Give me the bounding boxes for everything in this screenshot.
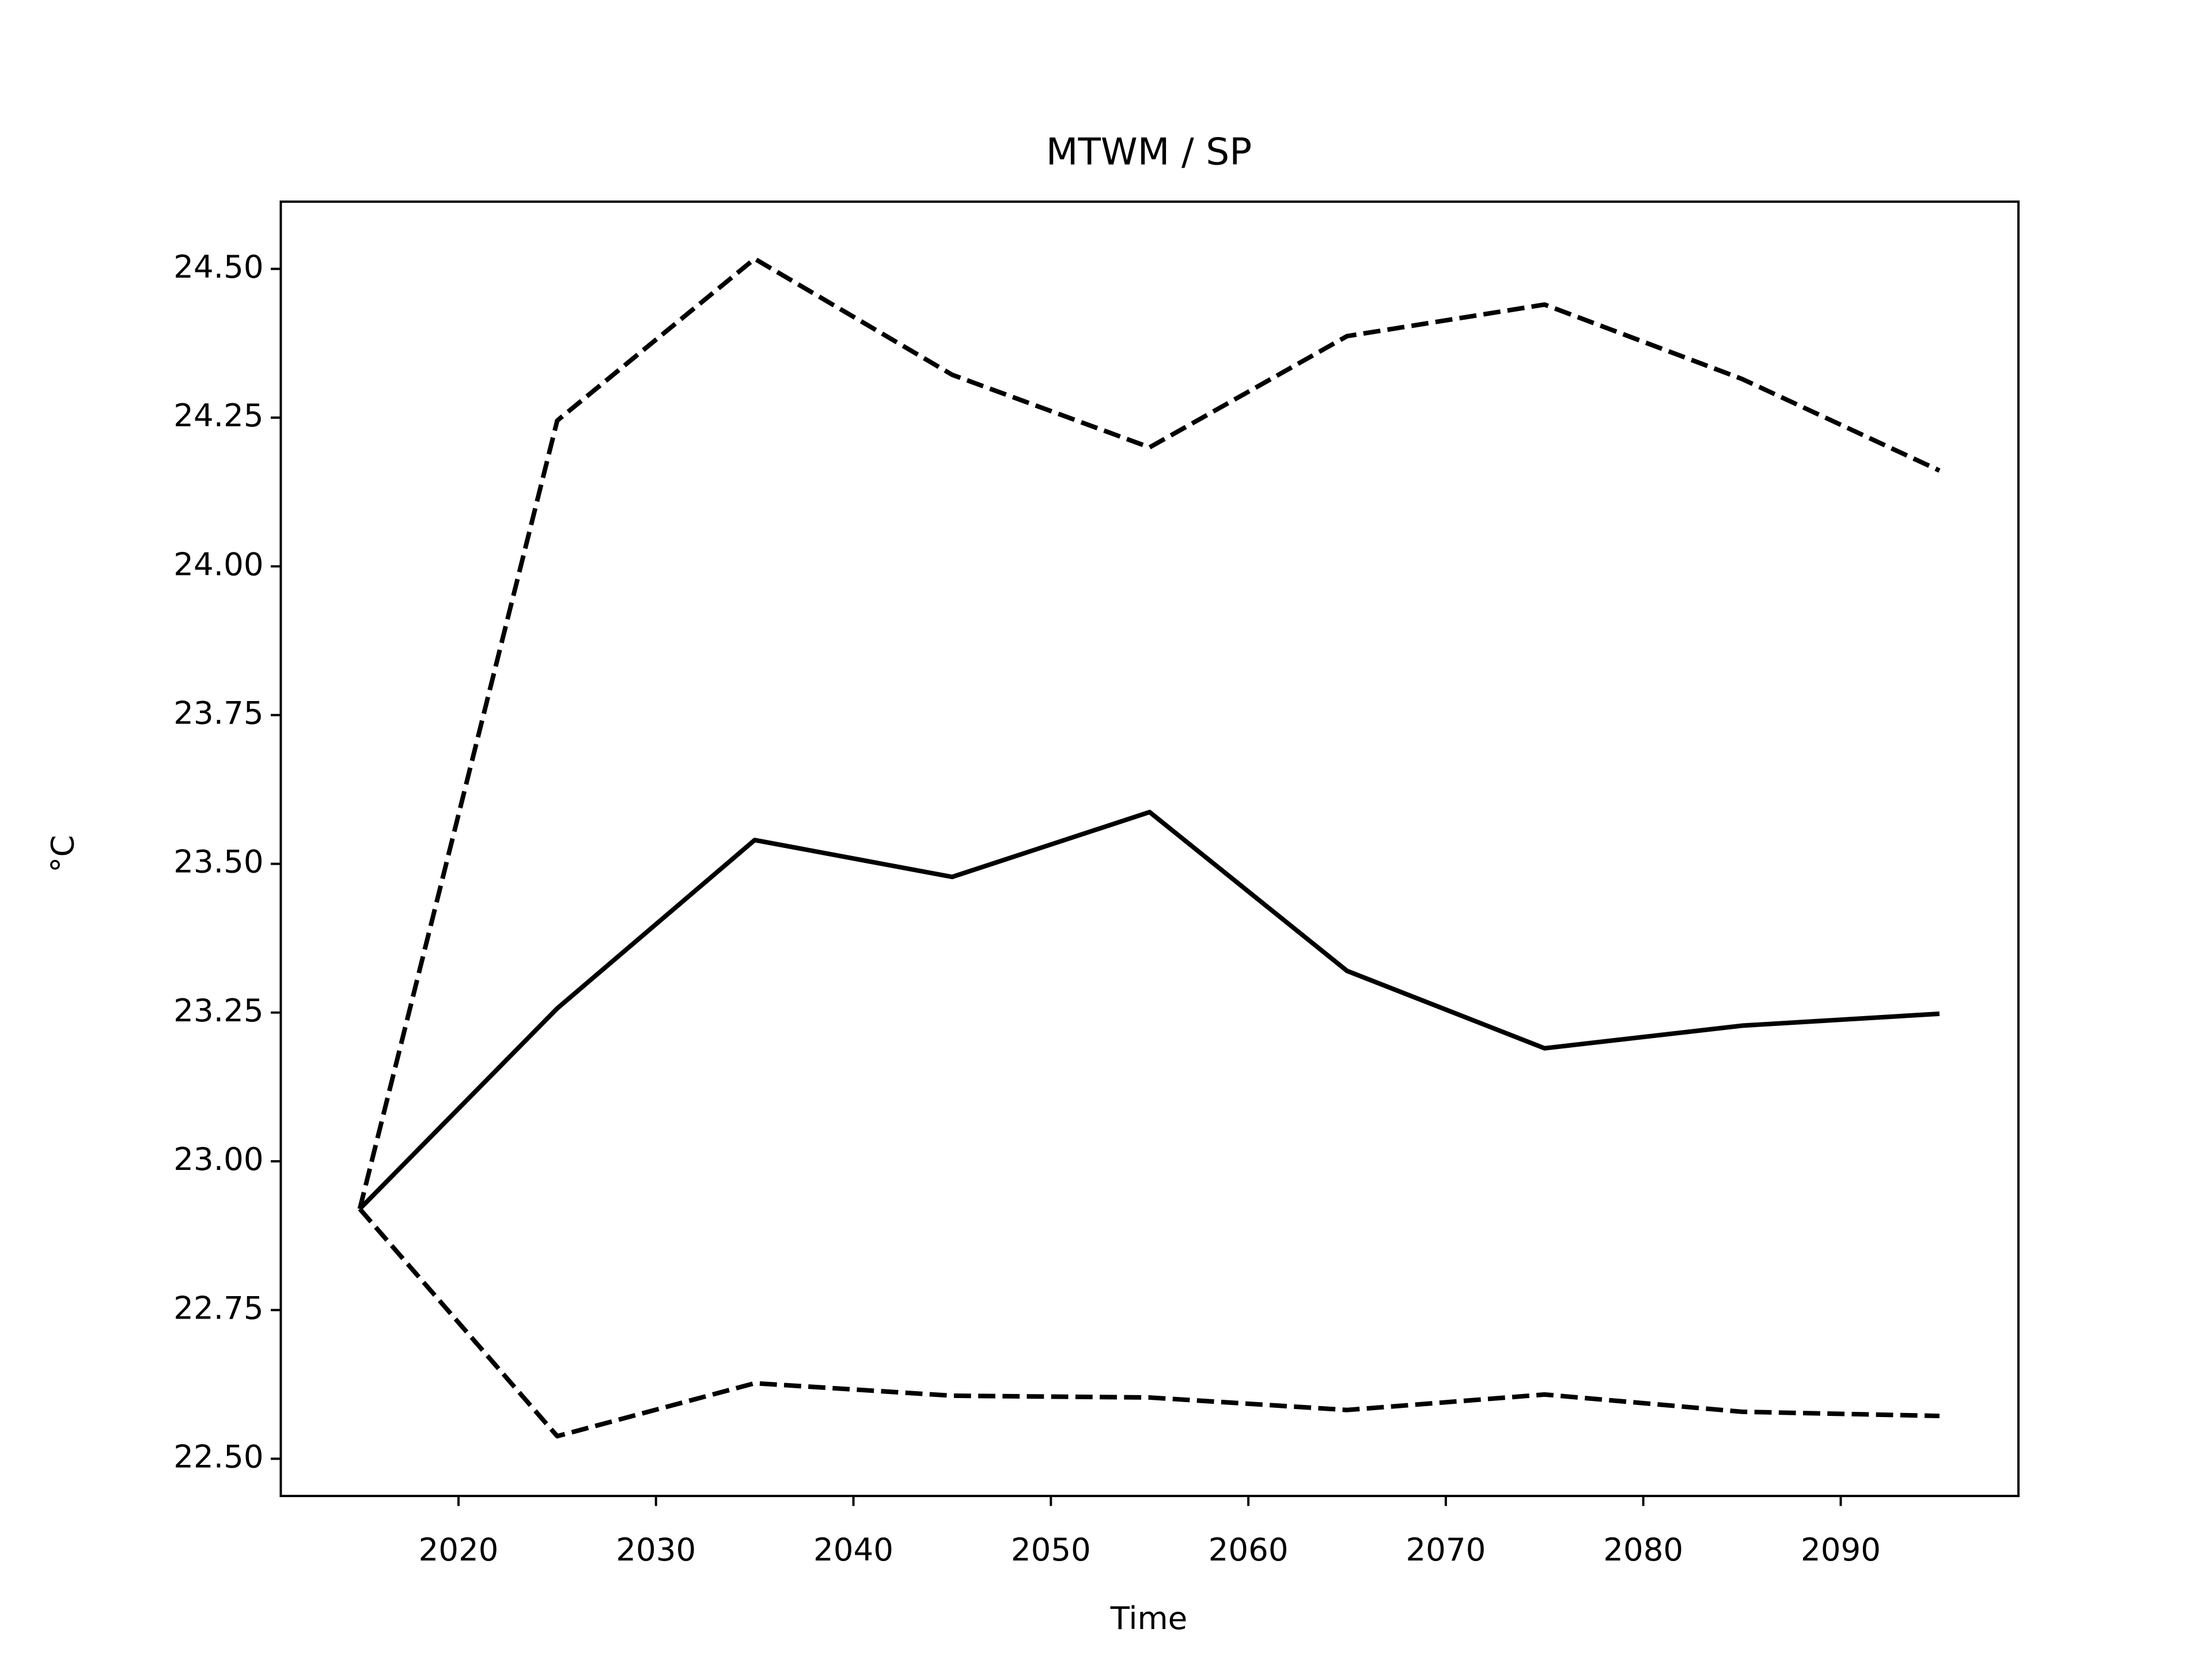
x-tick-label: 2040: [813, 1531, 893, 1568]
x-tick-label: 2030: [616, 1531, 696, 1568]
y-tick-label: 24.25: [173, 397, 263, 434]
y-tick-label: 23.50: [173, 843, 263, 880]
line-series: [357, 256, 1941, 1210]
line-series: [358, 1207, 1940, 1439]
y-tick-label: 23.25: [173, 992, 263, 1029]
y-tick-label: 24.00: [173, 546, 263, 582]
x-axis-label: Time: [1110, 1600, 1188, 1637]
x-tick-label: 2050: [1011, 1531, 1091, 1568]
x-tick-label: 2060: [1209, 1531, 1289, 1568]
x-tick-label: 2020: [418, 1531, 498, 1568]
plot-frame: [279, 200, 2020, 1497]
y-tick-label: 22.75: [173, 1289, 263, 1326]
y-tick-label: 22.50: [173, 1438, 263, 1475]
y-tick-label: 24.50: [173, 248, 263, 285]
y-axis-label: °C: [44, 835, 81, 872]
y-tick-label: 23.75: [173, 695, 263, 732]
chart-title: MTWM / SP: [1046, 131, 1252, 174]
y-tick-label: 23.00: [173, 1141, 263, 1177]
x-tick-label: 2090: [1801, 1531, 1881, 1568]
line-series: [358, 809, 1940, 1211]
x-tick-label: 2080: [1603, 1531, 1683, 1568]
x-tick-label: 2070: [1406, 1531, 1486, 1568]
